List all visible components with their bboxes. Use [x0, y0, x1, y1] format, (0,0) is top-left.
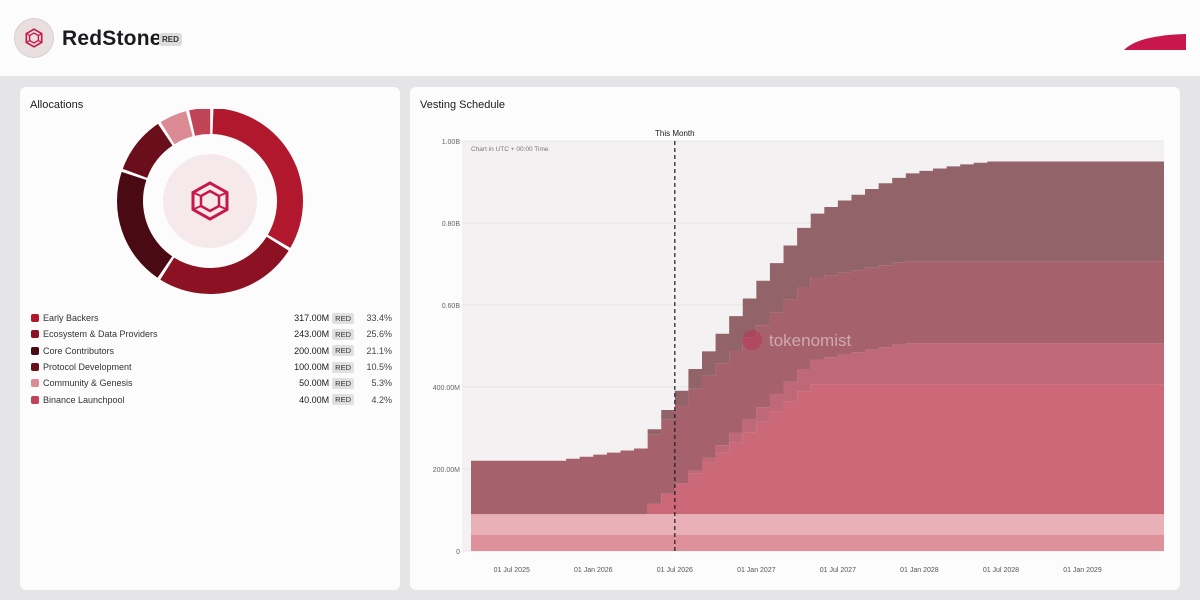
this-month-label: This Month	[655, 129, 695, 138]
x-tick-label: 01 Jul 2026	[657, 567, 693, 574]
legend-label: Community & Genesis	[43, 378, 133, 389]
x-tick-label: 01 Jul 2027	[820, 567, 856, 574]
legend-label: Protocol Development	[43, 362, 132, 373]
timezone-note: Chart in UTC + 00:00 Time	[471, 146, 549, 153]
donut-slice[interactable]	[122, 123, 173, 178]
legend-amount: 50.00M	[299, 378, 330, 389]
legend-symbol-badge: RED	[332, 394, 354, 406]
x-tick-label: 01 Jan 2026	[574, 567, 613, 574]
legend-percent: 25.6%	[366, 329, 392, 340]
vesting-panel: Vesting Schedule 0 200.00M 400.00M 0.60B 0.8…	[410, 87, 1180, 590]
donut-center-logo-icon	[191, 181, 229, 221]
donut-slice[interactable]	[189, 109, 211, 136]
donut-center-circle	[163, 154, 257, 248]
token-header: RedStone RED	[0, 0, 1200, 76]
legend-swatch	[31, 314, 39, 323]
y-tick-label: 0.80B	[442, 221, 461, 228]
y-tick-label: 0	[456, 549, 460, 556]
brand-swoosh-icon	[1124, 34, 1186, 50]
legend-item[interactable]: Binance Launchpool 40.00M RED 4.2%	[30, 391, 392, 407]
x-tick-label: 01 Jan 2027	[737, 567, 776, 574]
legend-percent: 5.3%	[371, 378, 392, 389]
legend-symbol-badge: RED	[332, 328, 354, 340]
legend-swatch	[31, 379, 39, 388]
legend-symbol-badge: RED	[332, 312, 354, 324]
allocations-title: Allocations	[30, 99, 84, 111]
legend-percent: 4.2%	[371, 394, 392, 405]
legend-label: Early Backers	[43, 313, 99, 324]
legend-swatch	[31, 330, 39, 339]
legend-label: Core Contributors	[43, 345, 115, 356]
x-tick-label: 01 Jul 2028	[983, 567, 1019, 574]
y-tick-label: 1.00B	[442, 139, 461, 146]
vesting-series-area[interactable]	[471, 384, 1164, 515]
y-tick-label: 400.00M	[433, 385, 460, 392]
legend-amount: 40.00M	[299, 394, 330, 405]
x-tick-label: 01 Jan 2028	[900, 567, 939, 574]
tokenomist-watermark: tokenomist	[769, 331, 851, 350]
legend-item[interactable]: Ecosystem & Data Providers 243.00M RED 25.6…	[30, 326, 392, 342]
y-tick-label: 0.60B	[442, 303, 461, 310]
legend-percent: 21.1%	[366, 345, 392, 356]
tokenomist-logo-icon	[742, 330, 762, 350]
legend-amount: 200.00M	[294, 345, 330, 356]
legend-item[interactable]: Community & Genesis 50.00M RED 5.3%	[30, 375, 392, 391]
legend-item[interactable]: Core Contributors 200.00M RED 21.1%	[30, 343, 392, 359]
redstone-hexagon-icon	[25, 28, 43, 48]
legend-amount: 317.00M	[294, 313, 330, 324]
vesting-series-area[interactable]	[471, 261, 1164, 515]
legend-amount: 243.00M	[294, 329, 330, 340]
legend-swatch	[31, 363, 39, 372]
donut-slice[interactable]	[117, 171, 173, 278]
y-tick-label: 200.00M	[433, 467, 460, 474]
donut-slice[interactable]	[160, 236, 289, 294]
legend-swatch	[31, 395, 39, 404]
x-tick-label: 01 Jul 2025	[494, 567, 530, 574]
vesting-chart: 0 200.00M 400.00M 0.60B 0.80B 1.00B This Month…	[433, 129, 1164, 574]
legend-label: Binance Launchpool	[43, 394, 125, 405]
legend-item[interactable]: Protocol Development 100.00M RED 10.5%	[30, 359, 392, 375]
legend-item[interactable]: Early Backers 317.00M RED 33.4%	[30, 310, 392, 326]
allocations-donut-chart	[117, 109, 303, 294]
vesting-series-area[interactable]	[471, 534, 1164, 551]
legend-percent: 33.4%	[366, 313, 392, 324]
donut-slice[interactable]	[212, 109, 303, 248]
legend-amount: 100.00M	[294, 362, 330, 373]
allocations-legend: Early Backers 317.00M RED 33.4% Ecosystem & …	[30, 310, 392, 408]
legend-percent: 10.5%	[366, 362, 392, 373]
token-symbol-badge: RED	[159, 33, 182, 46]
vesting-series-area[interactable]	[471, 514, 1164, 535]
legend-symbol-badge: RED	[332, 361, 354, 373]
x-tick-label: 01 Jan 2029	[1063, 567, 1102, 574]
allocations-panel: Allocations Early Backers 317.00M RED 33.4%…	[20, 87, 400, 590]
vesting-series-area[interactable]	[471, 343, 1164, 515]
legend-label: Ecosystem & Data Providers	[43, 329, 158, 340]
donut-slice[interactable]	[160, 111, 193, 145]
legend-swatch	[31, 346, 39, 355]
token-logo	[14, 18, 54, 58]
vesting-title: Vesting Schedule	[420, 99, 506, 111]
legend-symbol-badge: RED	[332, 377, 354, 389]
legend-symbol-badge: RED	[332, 345, 354, 357]
vesting-series-area[interactable]	[471, 161, 1164, 461]
token-name: RedStone	[62, 27, 162, 50]
